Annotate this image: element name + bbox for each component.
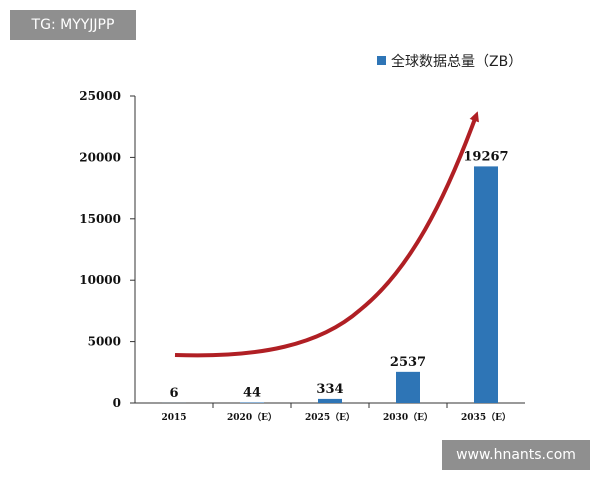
bar [318, 398, 342, 403]
y-tick-label: 15000 [79, 212, 121, 226]
x-tick-label: 2015 [161, 413, 186, 423]
y-tick-label: 20000 [79, 150, 121, 164]
trend-arrow [174, 111, 479, 358]
x-ticks: 2015 2020（E） 2025（E） 2030（E） 2035（E） [161, 403, 511, 423]
legend-swatch [377, 56, 386, 65]
data-label: 6 [169, 386, 178, 401]
legend-label: 全球数据总量（ZB） [391, 53, 522, 70]
x-tick-label: 2020（E） [227, 412, 277, 423]
watermark-bottom-right: www.hnants.com [442, 440, 590, 470]
data-labels: 6 44 334 2537 19267 [169, 149, 508, 401]
data-label: 19267 [463, 149, 508, 164]
data-label: 2537 [390, 355, 426, 370]
bars [162, 166, 498, 403]
y-tick-label: 10000 [79, 273, 121, 287]
data-label: 334 [316, 382, 343, 397]
bar [474, 166, 498, 403]
x-tick-label: 2030（E） [383, 412, 433, 423]
bar [240, 402, 264, 403]
x-tick-label: 2025（E） [305, 412, 355, 423]
y-tick-label: 0 [113, 396, 121, 410]
bar [396, 371, 420, 403]
watermark-top-left: TG: MYYJJPP [10, 10, 136, 40]
x-tick-label: 2035（E） [461, 412, 511, 423]
y-tick-label: 25000 [79, 89, 121, 103]
y-ticks: 0 5000 10000 15000 20000 25000 [79, 89, 135, 410]
y-tick-label: 5000 [88, 335, 121, 349]
data-label: 44 [243, 385, 261, 400]
